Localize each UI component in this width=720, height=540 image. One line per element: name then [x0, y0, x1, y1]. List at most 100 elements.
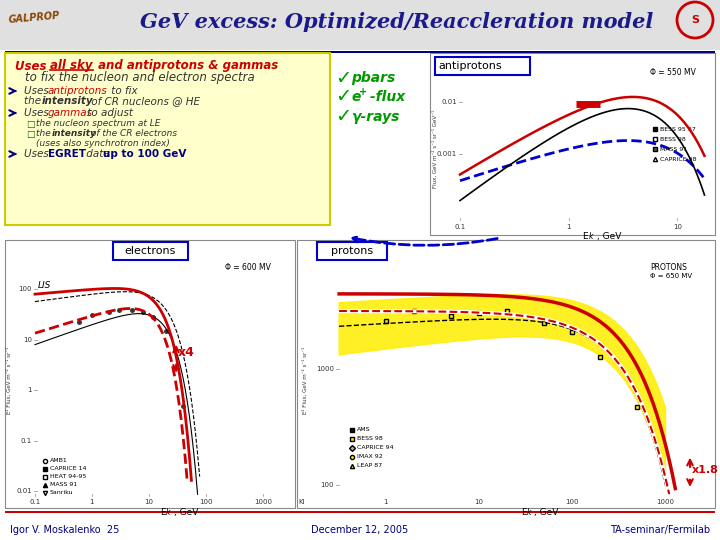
Text: 0.01: 0.01: [441, 99, 457, 105]
Text: the: the: [24, 96, 45, 106]
Text: E² Flux, GeV m⁻² s⁻¹ sr⁻¹: E² Flux, GeV m⁻² s⁻¹ sr⁻¹: [302, 347, 307, 414]
Text: Flux, GeV m⁻² s⁻¹ sr⁻¹ GeV⁻¹: Flux, GeV m⁻² s⁻¹ sr⁻¹ GeV⁻¹: [433, 110, 438, 188]
Text: ✓: ✓: [335, 107, 351, 126]
Text: 1: 1: [567, 224, 571, 230]
Text: MASS 91: MASS 91: [660, 147, 688, 152]
Text: GeV excess: Optimized/Reaccleration model: GeV excess: Optimized/Reaccleration mode…: [140, 12, 653, 32]
Text: 100: 100: [320, 482, 334, 488]
Text: 10: 10: [23, 336, 32, 342]
Bar: [430, 53, 715, 235]
Text: E: E: [582, 232, 588, 241]
Text: TA-seminar/Fermilab: TA-seminar/Fermilab: [610, 525, 710, 535]
Text: protons: protons: [331, 246, 373, 256]
Text: 10: 10: [474, 499, 484, 505]
Text: E: E: [160, 508, 166, 517]
Text: antiprotons: antiprotons: [48, 86, 108, 96]
Text: 10: 10: [672, 224, 682, 230]
Text: 0.1: 0.1: [30, 499, 40, 505]
Text: x1.8: x1.8: [692, 465, 719, 475]
Bar: [5, 53, 330, 225]
Text: k: k: [526, 508, 531, 517]
Text: Φ = 550 MV: Φ = 550 MV: [650, 68, 696, 77]
Bar: [0, 0, 720, 50]
Text: 1000: 1000: [254, 499, 272, 505]
Polygon shape: [339, 295, 665, 482]
Text: BESS 95 97: BESS 95 97: [660, 126, 696, 132]
Text: , GeV: , GeV: [534, 508, 559, 517]
Text: pbars: pbars: [351, 71, 395, 85]
Bar: [113, 242, 188, 260]
Bar: [5, 511, 715, 513]
Text: LEAP 87: LEAP 87: [357, 463, 382, 468]
Text: Sanriku: Sanriku: [50, 490, 73, 495]
Text: e: e: [351, 90, 361, 104]
Text: to fix the nucleon and electron spectra: to fix the nucleon and electron spectra: [25, 71, 255, 84]
Text: 0.1: 0.1: [454, 224, 466, 230]
Bar: [435, 57, 530, 75]
Text: CAPRICE 98: CAPRICE 98: [660, 157, 696, 161]
Text: Uses: Uses: [24, 108, 52, 118]
Bar: [317, 242, 387, 260]
Text: ✓: ✓: [335, 87, 351, 106]
Text: 100: 100: [199, 499, 212, 505]
Text: antiprotons: antiprotons: [438, 61, 502, 71]
Text: (uses also synchrotron index): (uses also synchrotron index): [36, 138, 170, 147]
Text: CAPRICE 14: CAPRICE 14: [50, 466, 86, 471]
Text: data: data: [83, 149, 113, 159]
Text: , GeV: , GeV: [174, 508, 198, 517]
Text: AMS: AMS: [357, 427, 371, 432]
Text: up to 100 GeV: up to 100 GeV: [103, 149, 186, 159]
Text: k: k: [589, 232, 593, 241]
Text: Φ = 650 MV: Φ = 650 MV: [650, 273, 692, 279]
Text: the: the: [36, 130, 53, 138]
Text: to adjust: to adjust: [84, 108, 133, 118]
Text: x4: x4: [178, 346, 195, 359]
Text: to fix: to fix: [108, 86, 138, 96]
Text: 0.001: 0.001: [437, 151, 457, 157]
Text: all sky: all sky: [50, 59, 92, 72]
Text: HEAT 94-95: HEAT 94-95: [50, 474, 86, 479]
Text: BESS 98: BESS 98: [357, 436, 383, 441]
Bar: [5, 240, 295, 508]
Text: KI: KI: [299, 499, 305, 505]
Text: Uses: Uses: [15, 59, 50, 72]
Text: PROTONS: PROTONS: [650, 263, 687, 272]
Text: 10: 10: [145, 499, 153, 505]
Text: Uses: Uses: [24, 86, 52, 96]
Text: BESS 98: BESS 98: [660, 137, 685, 141]
Text: 1000: 1000: [657, 499, 675, 505]
Text: Igor V. Moskalenko  25: Igor V. Moskalenko 25: [10, 525, 120, 535]
Text: E: E: [521, 508, 526, 517]
Text: 1: 1: [90, 499, 94, 505]
Text: gammas: gammas: [48, 108, 93, 118]
Text: electrons: electrons: [125, 246, 176, 256]
Text: December 12, 2005: December 12, 2005: [311, 525, 409, 535]
Text: Φ = 600 MV: Φ = 600 MV: [225, 263, 271, 272]
Text: the nucleon spectrum at LE: the nucleon spectrum at LE: [36, 119, 161, 129]
Text: LIS: LIS: [38, 281, 51, 289]
Text: EGRET: EGRET: [48, 149, 86, 159]
Text: 100: 100: [565, 499, 579, 505]
Bar: [297, 240, 715, 508]
Text: 1000: 1000: [316, 366, 334, 372]
Text: □: □: [26, 119, 35, 129]
Text: AMB1: AMB1: [50, 458, 68, 463]
Text: and antiprotons & gammas: and antiprotons & gammas: [94, 59, 278, 72]
Text: γ-rays: γ-rays: [351, 110, 400, 124]
Text: GALPROP: GALPROP: [8, 11, 60, 25]
Text: of CR nucleons @ HE: of CR nucleons @ HE: [88, 96, 200, 106]
Text: 100: 100: [19, 286, 32, 292]
Text: S: S: [691, 15, 699, 25]
Text: +: +: [359, 87, 367, 97]
Text: 1: 1: [384, 499, 388, 505]
Text: IMAX 92: IMAX 92: [357, 454, 383, 459]
Text: □: □: [26, 130, 35, 138]
Text: intensity: intensity: [42, 96, 94, 106]
Text: -flux: -flux: [365, 90, 405, 104]
Text: intensity: intensity: [52, 130, 97, 138]
Bar: [0, 512, 720, 540]
Text: ✓: ✓: [335, 69, 351, 87]
Text: Uses: Uses: [24, 149, 52, 159]
Text: 1: 1: [27, 387, 32, 393]
Text: MASS 91: MASS 91: [50, 482, 77, 487]
